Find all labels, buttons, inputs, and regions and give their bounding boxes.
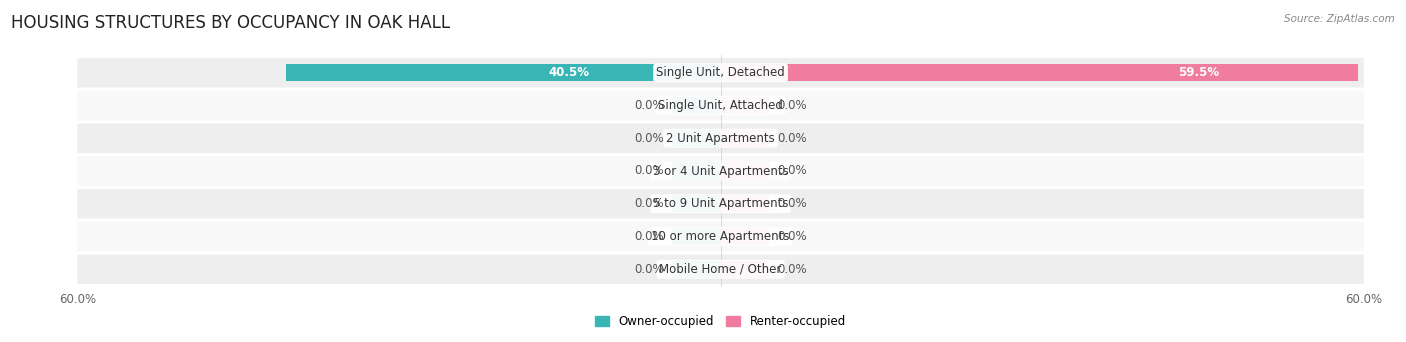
Legend: Owner-occupied, Renter-occupied: Owner-occupied, Renter-occupied	[591, 310, 851, 332]
Text: 0.0%: 0.0%	[634, 132, 664, 145]
Bar	[672, 261, 721, 278]
FancyBboxPatch shape	[77, 254, 1364, 284]
Bar	[721, 162, 769, 180]
Text: Single Unit, Attached: Single Unit, Attached	[658, 99, 783, 112]
Text: 0.0%: 0.0%	[778, 99, 807, 112]
Text: 0.0%: 0.0%	[778, 230, 807, 243]
FancyBboxPatch shape	[77, 156, 1364, 186]
Text: 0.0%: 0.0%	[778, 165, 807, 177]
Text: Mobile Home / Other: Mobile Home / Other	[659, 263, 782, 276]
Bar	[721, 261, 769, 278]
Bar	[721, 130, 769, 147]
Text: 0.0%: 0.0%	[634, 230, 664, 243]
Text: 0.0%: 0.0%	[778, 132, 807, 145]
Bar	[672, 162, 721, 180]
FancyBboxPatch shape	[77, 189, 1364, 219]
Text: 2 Unit Apartments: 2 Unit Apartments	[666, 132, 775, 145]
Text: 5 to 9 Unit Apartments: 5 to 9 Unit Apartments	[652, 197, 789, 210]
Bar	[672, 195, 721, 212]
FancyBboxPatch shape	[77, 222, 1364, 251]
Text: HOUSING STRUCTURES BY OCCUPANCY IN OAK HALL: HOUSING STRUCTURES BY OCCUPANCY IN OAK H…	[11, 14, 450, 32]
Bar	[721, 97, 769, 114]
Text: 40.5%: 40.5%	[548, 66, 589, 79]
Text: 0.0%: 0.0%	[634, 263, 664, 276]
Text: 3 or 4 Unit Apartments: 3 or 4 Unit Apartments	[652, 165, 789, 177]
Text: 59.5%: 59.5%	[1178, 66, 1219, 79]
Text: 0.0%: 0.0%	[634, 165, 664, 177]
Bar	[721, 64, 1358, 81]
Bar	[672, 130, 721, 147]
Text: 10 or more Apartments: 10 or more Apartments	[651, 230, 790, 243]
Bar	[721, 195, 769, 212]
FancyBboxPatch shape	[77, 58, 1364, 88]
FancyBboxPatch shape	[77, 91, 1364, 120]
Text: 0.0%: 0.0%	[778, 263, 807, 276]
Text: 0.0%: 0.0%	[634, 197, 664, 210]
FancyBboxPatch shape	[77, 123, 1364, 153]
Text: Single Unit, Detached: Single Unit, Detached	[657, 66, 785, 79]
Text: 0.0%: 0.0%	[778, 197, 807, 210]
Bar	[287, 64, 721, 81]
Bar	[672, 97, 721, 114]
Bar	[672, 228, 721, 245]
Bar	[721, 228, 769, 245]
Text: Source: ZipAtlas.com: Source: ZipAtlas.com	[1284, 14, 1395, 24]
Text: 0.0%: 0.0%	[634, 99, 664, 112]
